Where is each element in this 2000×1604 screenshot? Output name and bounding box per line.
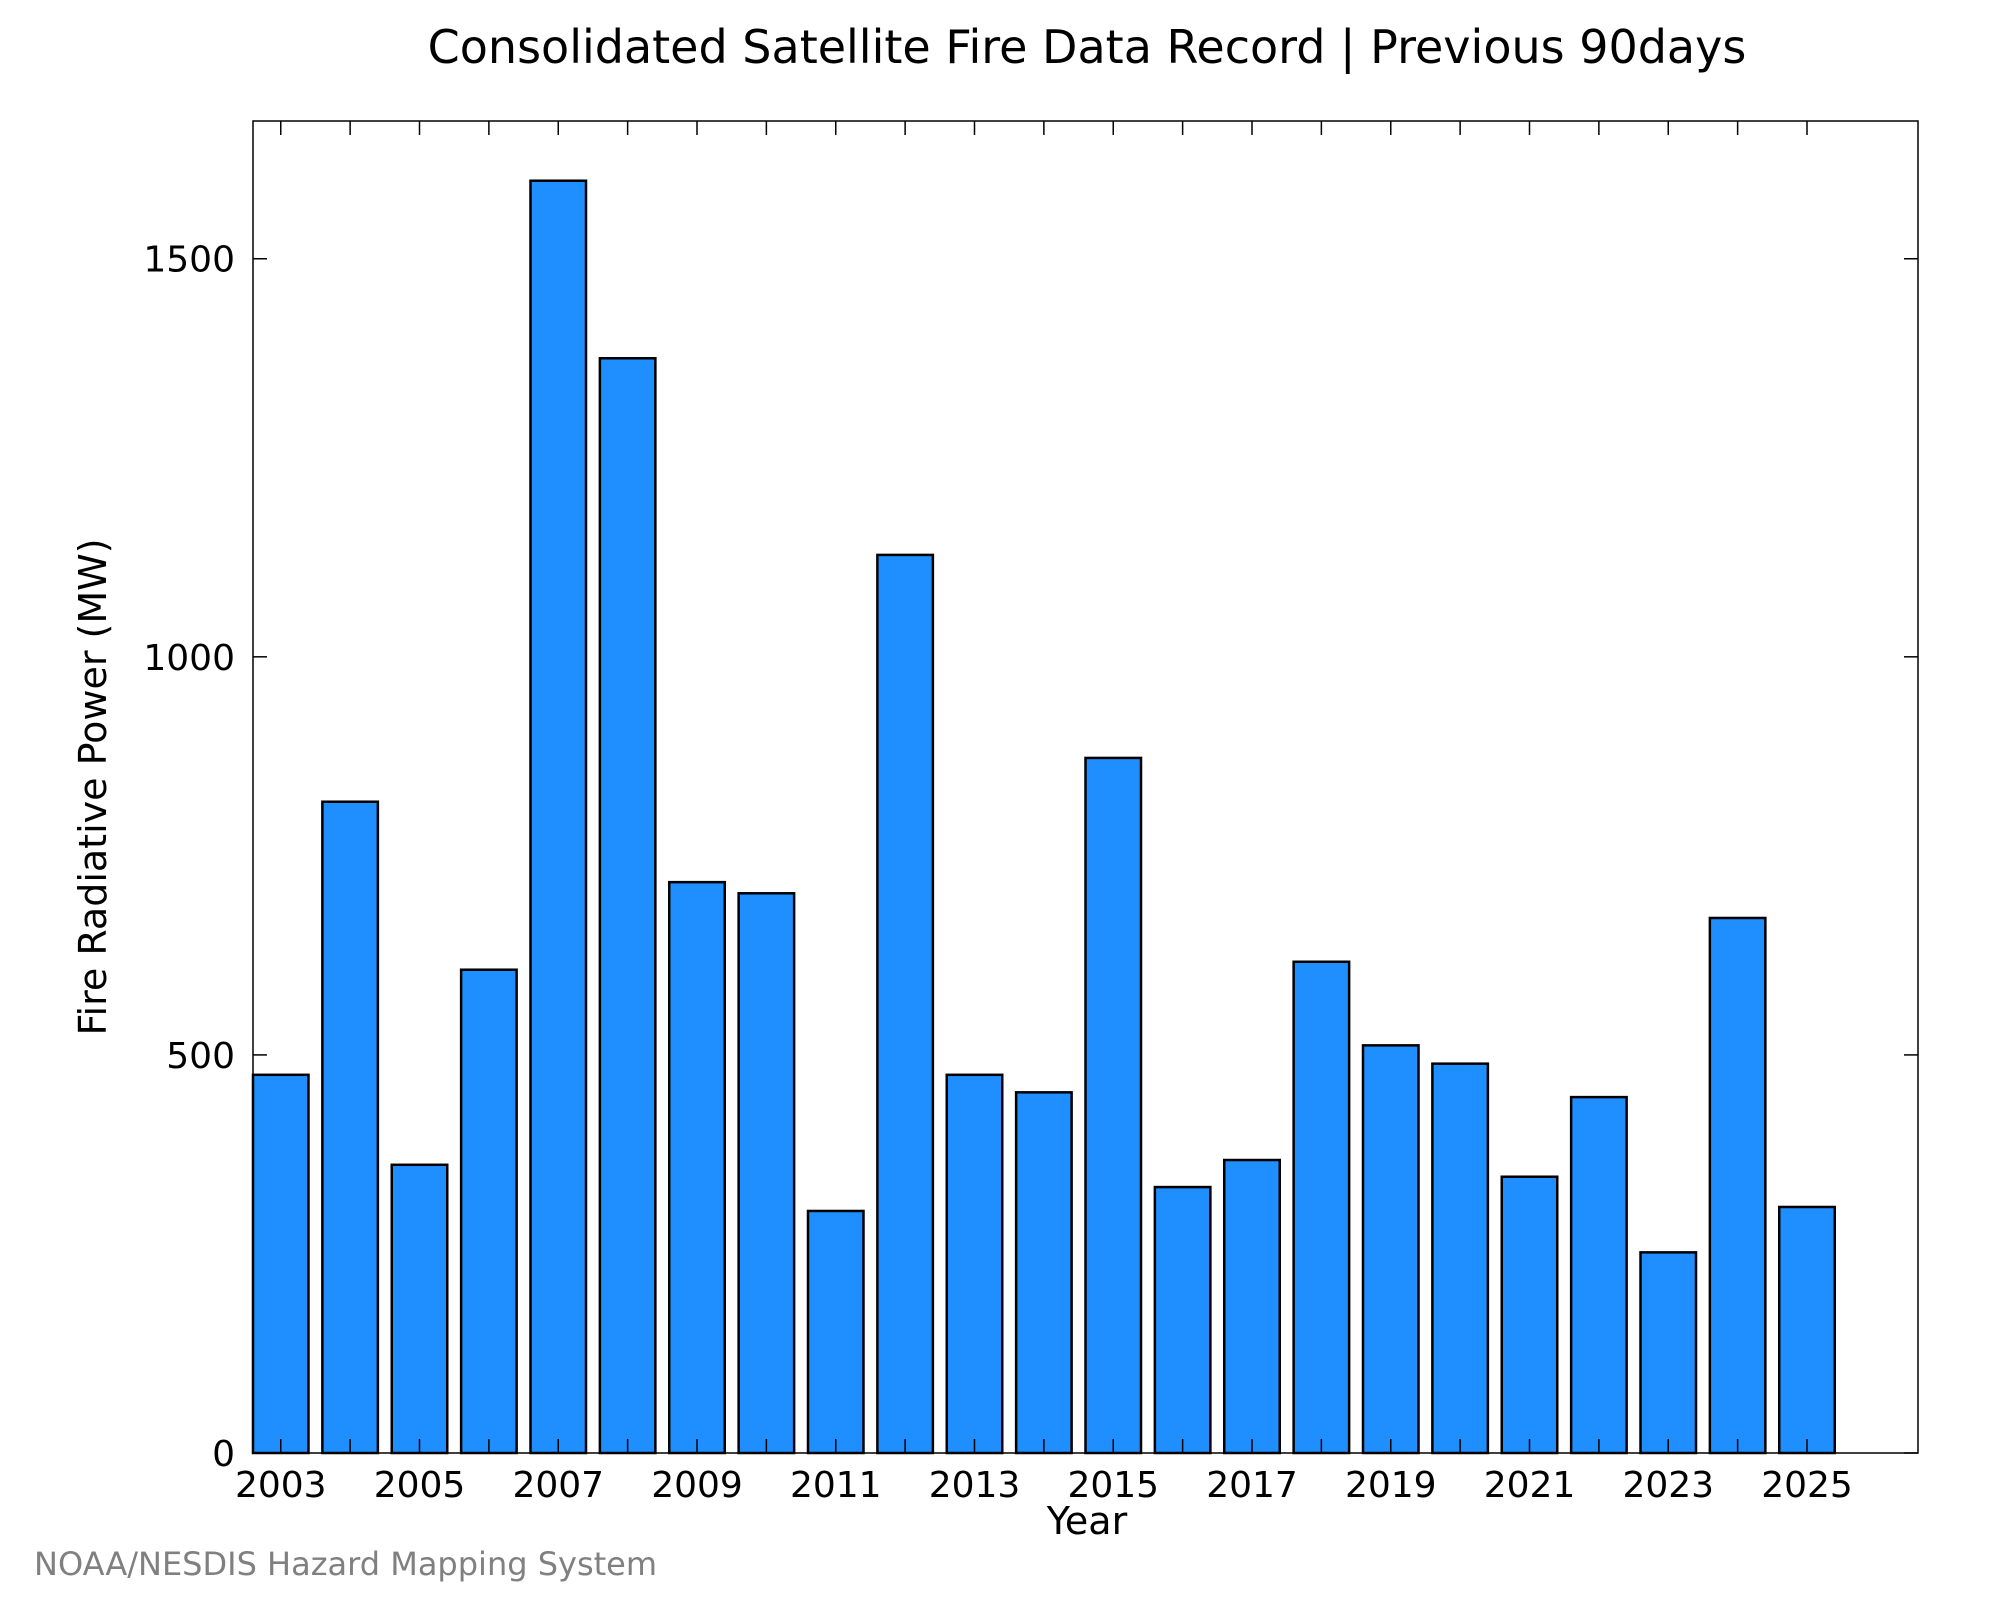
bar-2022 bbox=[1569, 1095, 1628, 1455]
plot-frame bbox=[252, 120, 1919, 1454]
x-tick-label-2025: 2025 bbox=[1761, 1465, 1853, 1506]
bar-2018 bbox=[1292, 960, 1351, 1455]
bar-2004 bbox=[321, 800, 380, 1455]
bar-2016 bbox=[1153, 1185, 1212, 1455]
bar-2010 bbox=[737, 892, 796, 1455]
x-axis-label: Year bbox=[1046, 1499, 1128, 1543]
bar-2015 bbox=[1084, 756, 1143, 1455]
x-tick-label-2003: 2003 bbox=[235, 1465, 327, 1506]
x-tick-label-2013: 2013 bbox=[929, 1465, 1021, 1506]
bar-2006 bbox=[459, 968, 518, 1455]
x-tick-label-2011: 2011 bbox=[790, 1465, 882, 1506]
bar-2009 bbox=[668, 880, 726, 1455]
bar-2003 bbox=[251, 1073, 310, 1455]
y-tick-label-0: 0 bbox=[212, 1434, 235, 1475]
bar-2020 bbox=[1431, 1062, 1490, 1455]
ticks-group bbox=[253, 121, 1918, 1454]
bar-2005 bbox=[390, 1163, 449, 1455]
tick-labels-group: 2003 2005 2007 2009 2011 2013 2015 2017 2019 2021… bbox=[143, 240, 1852, 1506]
bar-2021 bbox=[1500, 1175, 1559, 1455]
x-tick-label-2015: 2015 bbox=[1067, 1465, 1159, 1506]
y-tick-label-1000: 1000 bbox=[143, 638, 235, 679]
y-tick-label-500: 500 bbox=[166, 1036, 235, 1077]
x-tick-label-2017: 2017 bbox=[1206, 1465, 1298, 1506]
x-tick-label-2005: 2005 bbox=[374, 1465, 466, 1506]
bar-2024 bbox=[1708, 916, 1767, 1455]
credit-text: NOAA/NESDIS Hazard Mapping System bbox=[34, 1545, 657, 1583]
bars-group bbox=[251, 179, 1836, 1455]
x-tick-label-2023: 2023 bbox=[1622, 1465, 1714, 1506]
y-tick-label-1500: 1500 bbox=[143, 240, 235, 281]
x-tick-label-2009: 2009 bbox=[651, 1465, 743, 1506]
y-axis-label: Fire Radiative Power (MW) bbox=[71, 538, 115, 1035]
bar-2017 bbox=[1223, 1158, 1281, 1455]
bar-2019 bbox=[1361, 1044, 1420, 1455]
bar-2025 bbox=[1778, 1205, 1836, 1455]
bar-2012 bbox=[876, 553, 935, 1455]
x-tick-label-2021: 2021 bbox=[1484, 1465, 1576, 1506]
bar-2013 bbox=[945, 1073, 1004, 1455]
bar-2007 bbox=[529, 179, 588, 1455]
bar-2014 bbox=[1014, 1091, 1073, 1455]
bar-2008 bbox=[598, 357, 657, 1455]
chart-title: Consolidated Satellite Fire Data Record … bbox=[428, 20, 1747, 75]
x-tick-label-2007: 2007 bbox=[512, 1465, 604, 1506]
x-tick-label-2019: 2019 bbox=[1345, 1465, 1437, 1506]
bar-2023 bbox=[1639, 1251, 1698, 1455]
bar-2011 bbox=[806, 1209, 865, 1455]
